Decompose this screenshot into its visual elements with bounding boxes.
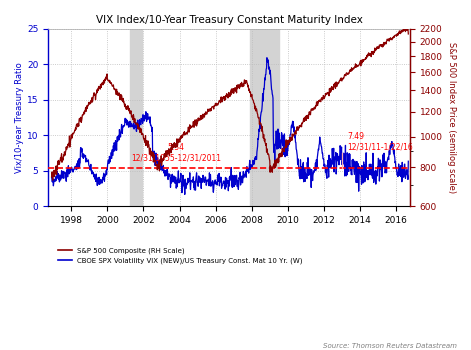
Bar bbox=[130, 29, 142, 206]
Bar bbox=[250, 29, 279, 206]
Y-axis label: S&P 500 Index Price (semilog scale): S&P 500 Index Price (semilog scale) bbox=[447, 42, 456, 193]
Title: VIX Index/10-Year Treasury Constant Maturity Index: VIX Index/10-Year Treasury Constant Matu… bbox=[96, 15, 363, 25]
Y-axis label: Vix/10-year Treasury Ratio: Vix/10-year Treasury Ratio bbox=[15, 62, 24, 173]
Text: 5.34
12/31/1955-12/31/2011: 5.34 12/31/1955-12/31/2011 bbox=[131, 144, 221, 163]
Text: 7.49
12/31/11-1/22/16: 7.49 12/31/11-1/22/16 bbox=[347, 132, 413, 151]
Legend: S&P 500 Composite (RH Scale), CBOE SPX Volatility VIX (NEW)/US Treasury Const. M: S&P 500 Composite (RH Scale), CBOE SPX V… bbox=[55, 245, 306, 267]
Text: Source: Thomson Reuters Datastream: Source: Thomson Reuters Datastream bbox=[323, 343, 457, 349]
